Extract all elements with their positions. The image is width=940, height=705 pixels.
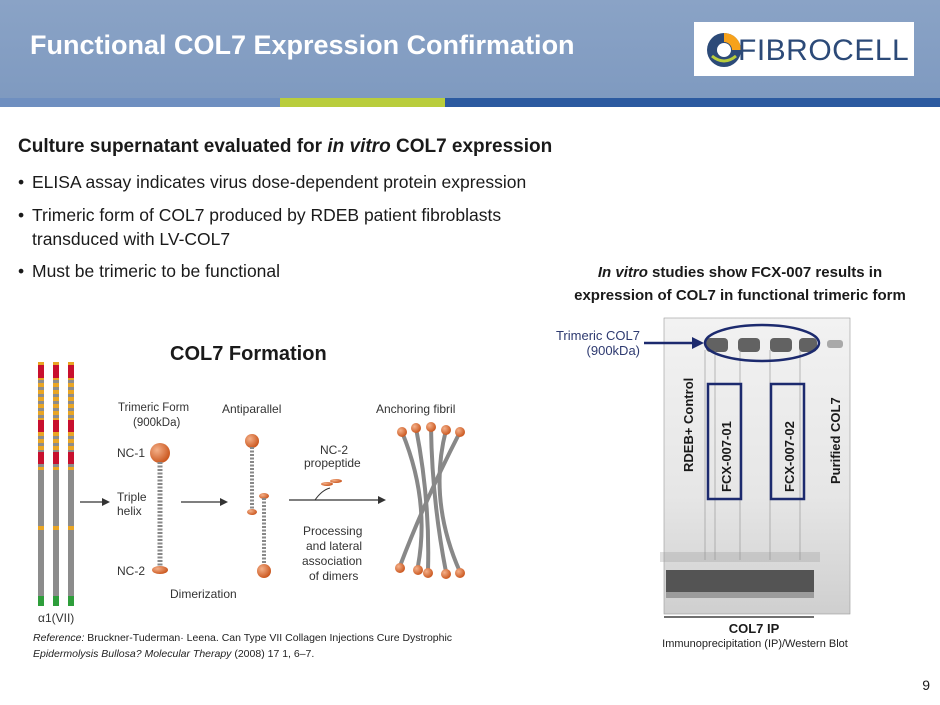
reference-label: Reference: [33,632,85,644]
lane-label-purified: Purified COL7 [828,397,843,484]
heading-prefix: Culture supernatant evaluated for [18,136,328,157]
stripe-blue-right [445,98,940,107]
lane-label-fcx01: FCX-007-01 [719,421,734,492]
lane-label-rdeb: RDEB+ Control [681,378,696,472]
arrow-head-icon [692,337,704,349]
label-helix: helix [117,504,142,518]
label-anchoring-fibril: Anchoring fibril [376,402,455,416]
stripe-blue-left [0,98,280,107]
logo-wordmark: FIBROCELL [738,34,910,67]
label-trimeric-kda: (900kDa) [133,417,180,429]
trimeric-label: Trimeric COL7 (900kDa) [530,328,640,358]
lane-box-fcx02 [769,382,806,501]
bullet-text-cont: transduced with LV-COL7 [32,229,231,249]
label-triple: Triple [117,490,147,504]
lane-box-fcx01 [706,382,743,501]
page-number: 9 [922,677,930,693]
reference-line1: Bruckner-Tuderman· Leena. Can Type VII C… [84,632,453,644]
label-nc2-propeptide-2: propeptide [304,456,361,470]
label-processing-1: Processing [303,524,362,538]
diagram-title: COL7 Formation [170,343,327,365]
label-trimeric-form: Trimeric Form [118,402,189,414]
gel-caption: In vitro studies show FCX-007 results in… [560,261,920,307]
label-nc2: NC-2 [117,564,145,578]
ip-sublabel: Immunoprecipitation (IP)/Western Blot [662,638,848,650]
lane-label-fcx02: FCX-007-02 [782,421,797,492]
label-alpha-chain: α1(VII) [38,611,74,625]
reference-line2: (2008) 17 1, 6–7. [231,648,315,660]
trimeric-band-highlight [703,323,821,363]
bullet-item: • Must be trimeric to be functional [18,261,281,281]
company-logo: FIBROCELL [694,22,914,76]
bullet-text: ELISA assay indicates virus dose-depende… [32,172,527,192]
fibrocell-logo-icon [707,33,741,67]
label-processing-2: and lateral [306,539,362,553]
trimeric-label-line1: Trimeric COL7 [555,328,640,343]
gel-caption-italic: In vitro [597,264,648,281]
gel-caption-line1: studies show FCX-007 results in [647,264,883,281]
western-blot-image [660,317,851,615]
label-dimerization: Dimerization [170,587,237,601]
gel-caption-line2: expression of COL7 in functional trimeri… [574,287,906,304]
label-antiparallel: Antiparallel [222,402,281,416]
label-nc1: NC-1 [117,446,145,460]
slide-title: Functional COL7 Expression Confirmation [30,30,575,60]
reference-citation: Reference: Bruckner-Tuderman· Leena. Can… [33,630,452,662]
bullet-text: Must be trimeric to be functional [32,261,281,281]
bullet-item: • Trimeric form of COL7 produced by RDEB … [18,205,502,249]
col7-formation-diagram [38,362,465,606]
reference-line2-italic: Epidermolysis Bullosa? Molecular Therapy [33,648,232,660]
label-processing-4: of dimers [309,569,358,583]
label-nc2-propeptide-1: NC-2 [320,443,348,457]
ip-label: COL7 IP [728,621,780,636]
label-processing-3: association [302,554,362,568]
main-heading: Culture supernatant evaluated for in vit… [18,136,552,158]
bullet-text: Trimeric form of COL7 produced by RDEB p… [32,205,502,225]
heading-italic: in vitro [327,136,391,157]
bullet-item: • ELISA assay indicates virus dose-depend… [18,172,527,192]
stripe-green [280,98,445,107]
trimeric-label-line2: (900kDa) [586,343,640,358]
heading-suffix: COL7 expression [390,136,553,157]
